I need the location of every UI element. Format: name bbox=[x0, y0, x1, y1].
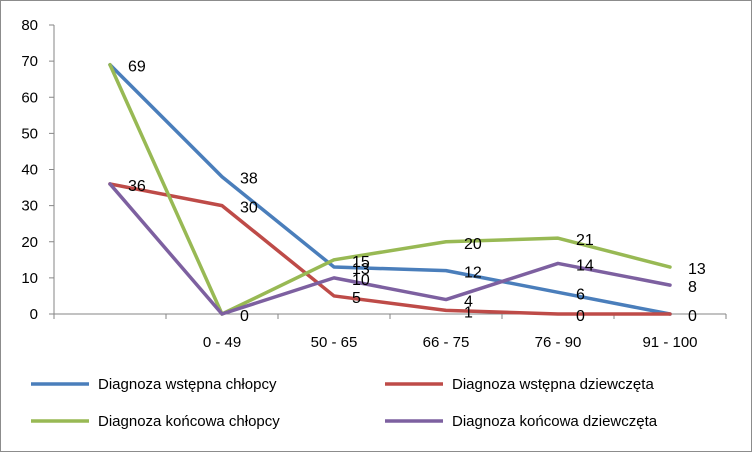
data-label: 10 bbox=[352, 272, 370, 289]
y-tick-label: 0 bbox=[30, 306, 38, 323]
y-tick-label: 60 bbox=[21, 89, 38, 106]
data-label: 14 bbox=[576, 257, 594, 274]
data-label: 15 bbox=[352, 254, 370, 271]
data-label: 4 bbox=[464, 294, 473, 311]
data-label: 30 bbox=[240, 200, 258, 217]
data-label: 21 bbox=[576, 232, 594, 249]
series-line-1 bbox=[108, 62, 672, 316]
legend-item-1: Diagnoza wstępna chłopcy bbox=[31, 376, 277, 393]
data-label: 6 bbox=[576, 286, 585, 303]
series-lines bbox=[108, 62, 672, 316]
data-label: 12 bbox=[464, 265, 482, 282]
data-label: 0 bbox=[576, 308, 585, 325]
y-tick-label: 10 bbox=[21, 270, 38, 287]
data-label: 38 bbox=[240, 171, 258, 188]
series-line-2 bbox=[108, 182, 672, 316]
y-tick-label: 50 bbox=[21, 125, 38, 142]
x-tick-label: 66 - 75 bbox=[423, 334, 470, 351]
legend-label: Diagnoza końcowa chłopcy bbox=[98, 413, 280, 430]
x-tick-label: 76 - 90 bbox=[535, 334, 582, 351]
legend-item-3: Diagnoza końcowa chłopcy bbox=[31, 413, 280, 430]
data-label: 13 bbox=[688, 261, 706, 278]
legend-label: Diagnoza wstępna dziewczęta bbox=[452, 376, 654, 393]
y-tick-label: 80 bbox=[21, 17, 38, 34]
x-tick-label: 91 - 100 bbox=[642, 334, 697, 351]
y-tick-label: 20 bbox=[21, 234, 38, 251]
legend-label: Diagnoza końcowa dziewczęta bbox=[452, 413, 658, 430]
data-label: 0 bbox=[688, 308, 697, 325]
y-tick-label: 30 bbox=[21, 198, 38, 215]
data-label: 69 bbox=[128, 59, 146, 76]
x-tick-label: 50 - 65 bbox=[311, 334, 358, 351]
legend-item-4: Diagnoza końcowa dziewczęta bbox=[385, 413, 658, 430]
data-label: 1 bbox=[464, 304, 473, 321]
y-tick-label: 40 bbox=[21, 162, 38, 179]
data-label: 0 bbox=[240, 308, 249, 325]
y-tick-label: 70 bbox=[21, 53, 38, 70]
data-label: 20 bbox=[464, 236, 482, 253]
series-line-4 bbox=[108, 182, 672, 316]
data-label: 36 bbox=[128, 178, 146, 195]
series-line-3 bbox=[108, 62, 672, 316]
legend-item-2: Diagnoza wstępna dziewczęta bbox=[385, 376, 654, 393]
x-tick-label: 0 - 49 bbox=[203, 334, 241, 351]
data-label: 8 bbox=[688, 279, 697, 296]
data-label: 13 bbox=[352, 261, 370, 278]
legend-label: Diagnoza wstępna chłopcy bbox=[98, 376, 277, 393]
data-label: 5 bbox=[352, 290, 361, 307]
legend: Diagnoza wstępna chłopcy Diagnoza wstępna… bbox=[31, 376, 658, 430]
